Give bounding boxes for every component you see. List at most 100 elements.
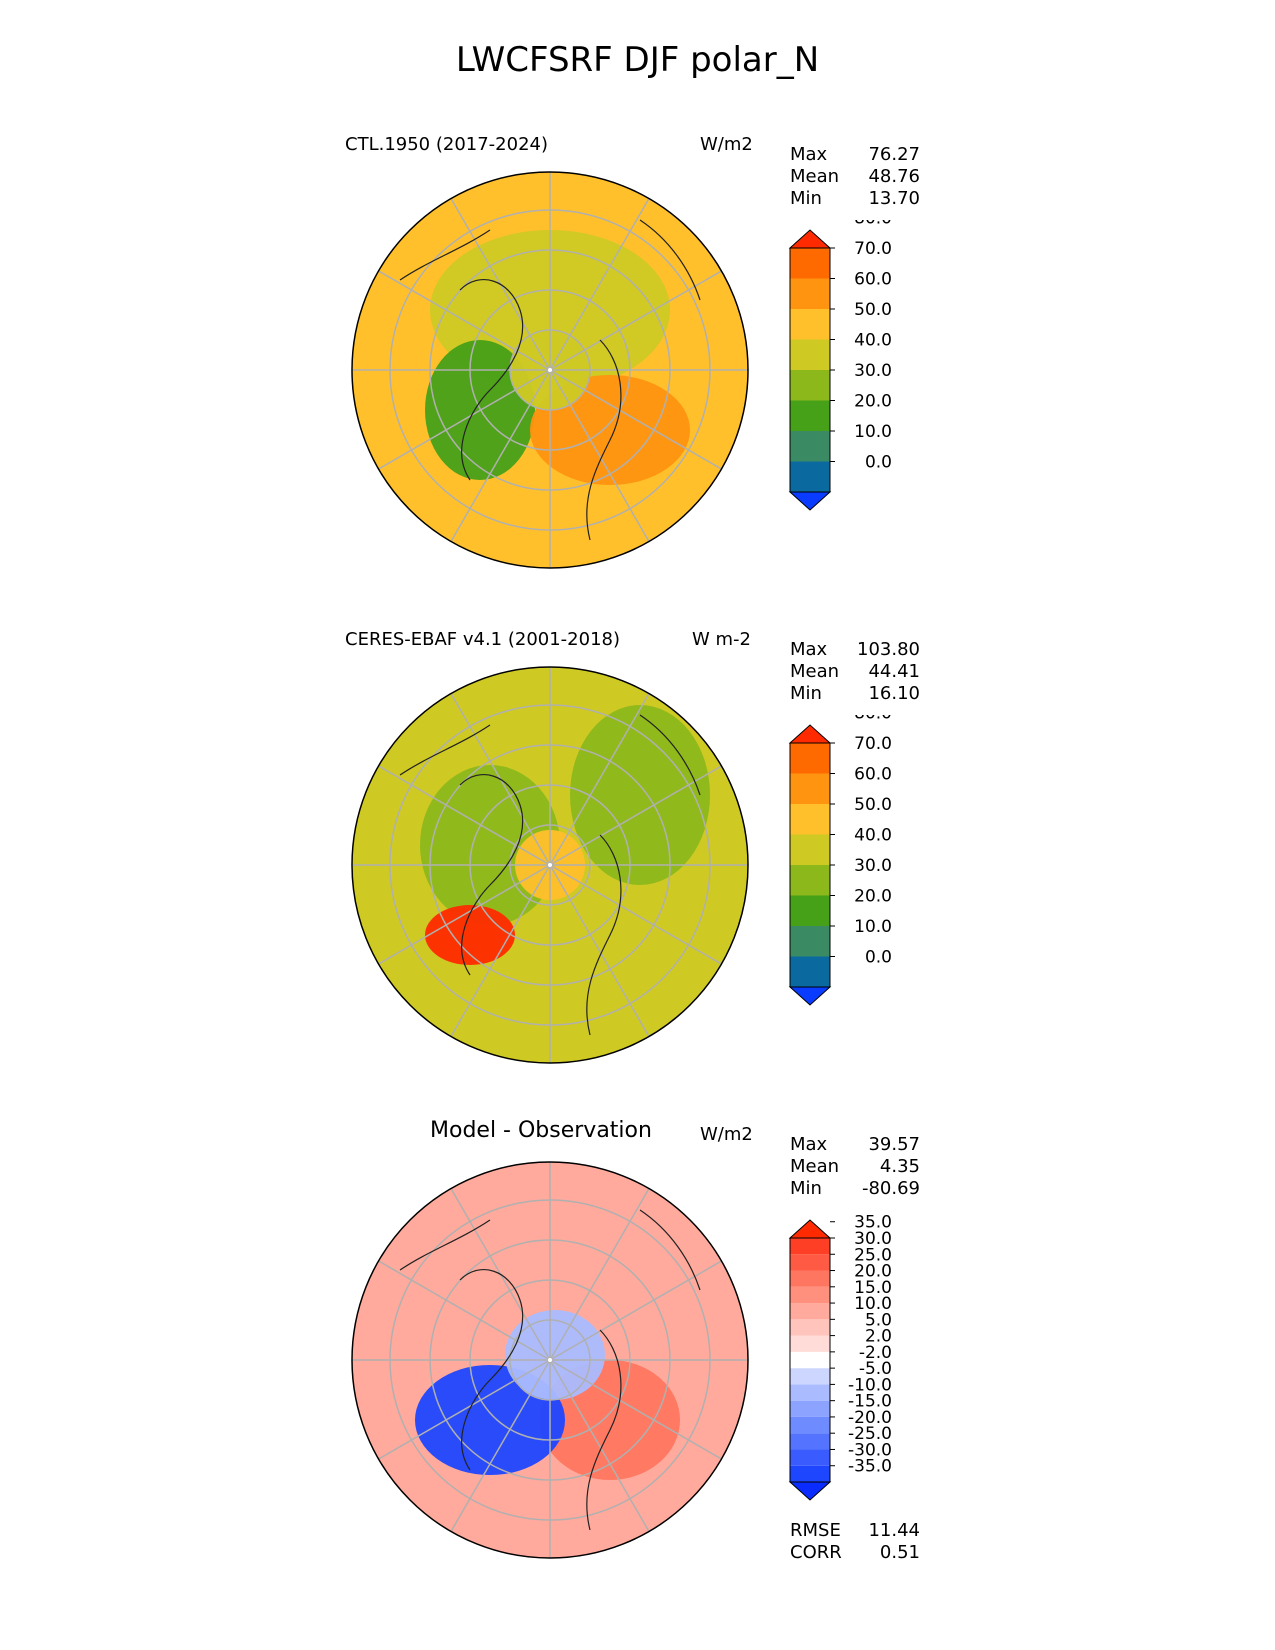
- meridian-line: [378, 1260, 551, 1361]
- colorbar-tick-label: 70.0: [854, 239, 892, 259]
- stat-mean-label: Mean: [790, 661, 840, 682]
- colorbar-segment: [790, 743, 830, 774]
- colorbar-tick-label: -35.0: [848, 1457, 892, 1477]
- stats-box: Max 39.57 Mean 4.35 Min -80.69: [790, 1134, 920, 1200]
- panel-model: CTL.1950 (2017-2024) W/m2 Max 76.27 Mean 4…: [0, 120, 1275, 620]
- colorbar-extend-max: [788, 724, 832, 744]
- coastline: [399, 1209, 701, 1531]
- colorbar-tick-label: -10.0: [848, 1375, 892, 1395]
- colorbar-extend-min: [788, 986, 832, 1006]
- panel-units: W/m2: [700, 1124, 753, 1145]
- colorbar-segment: [790, 1416, 830, 1434]
- colorbar-tick-label: 60.0: [854, 270, 892, 290]
- panel-difference: Model - Observation W/m2 Max 39.57 Mean 4.…: [0, 1110, 1275, 1610]
- stat-max-value: 103.80: [857, 639, 920, 660]
- stats-box: Max 103.80 Mean 44.41 Min 16.10: [790, 639, 920, 705]
- colorbar-tick-label: 10.0: [854, 917, 892, 937]
- colorbar-tick-label: 50.0: [854, 795, 892, 815]
- north-pole-marker: [548, 368, 552, 372]
- colorbar-tick-label: 20.0: [854, 887, 892, 907]
- stat-mean-label: Mean: [790, 166, 840, 187]
- colorbar-segment: [790, 773, 830, 804]
- meridian-line: [450, 1359, 551, 1532]
- panel-units: W m-2: [692, 629, 752, 650]
- colorbar-tick-label: -2.0: [859, 1343, 892, 1363]
- colorbar-tick-label: 30.0: [854, 856, 892, 876]
- colorbar-segment: [790, 1270, 830, 1287]
- colorbar-extend-min: [788, 491, 832, 511]
- colorbar-tick-label: 10.0: [854, 1294, 892, 1314]
- colorbar-segment: [790, 1254, 830, 1271]
- stat-max-value: 76.27: [868, 144, 920, 165]
- colorbar-observation: 0.0 10.0 20.0 30.0 40.0 50.0 60.0 70.0 80.0: [788, 715, 892, 1006]
- stat-max-label: Max: [790, 144, 828, 165]
- colorbar-tick-label: 40.0: [854, 331, 892, 351]
- colorbar-segment: [790, 431, 830, 462]
- north-pole-marker: [548, 1358, 552, 1362]
- stat-min-label: Min: [790, 1178, 822, 1199]
- stat-min-label: Min: [790, 188, 822, 209]
- coastline: [399, 219, 701, 541]
- colorbar-model: 0.0 10.0 20.0 30.0 40.0 50.0 60.0 70.0 80.0: [788, 220, 892, 511]
- stat-mean-value: 44.41: [868, 661, 920, 682]
- colorbar-segment: [790, 1335, 830, 1352]
- coastline: [399, 714, 701, 1036]
- colorbar-tick-label: 30.0: [854, 1229, 892, 1249]
- meridian-line: [549, 369, 722, 470]
- colorbar-segment: [790, 1400, 830, 1417]
- colorbar-tick-label: -20.0: [848, 1408, 892, 1428]
- colorbar-tick-label: 35.0: [854, 1213, 892, 1233]
- colorbar-tick-label: 0.0: [865, 453, 892, 473]
- colorbar-tick-label: 20.0: [854, 1262, 892, 1282]
- colorbar-segment: [790, 1351, 830, 1369]
- rmse-value: 11.44: [868, 1520, 920, 1541]
- colorbar-difference: -35.0-30.0-25.0-20.0-15.0-10.0-5.0-2.02.…: [788, 1213, 892, 1501]
- panel-title: CERES-EBAF v4.1 (2001-2018): [345, 629, 621, 650]
- map-boundary: [351, 1161, 749, 1559]
- colorbar-segment: [790, 1319, 830, 1336]
- stat-max-value: 39.57: [868, 1134, 920, 1155]
- stat-mean-value: 48.76: [868, 166, 920, 187]
- colorbar-segment: [790, 1303, 830, 1320]
- meridian-line: [549, 369, 650, 542]
- colorbar-tick-label: 20.0: [854, 392, 892, 412]
- colorbar-extend-min: [788, 1481, 832, 1501]
- panel-units: W/m2: [700, 134, 753, 155]
- colorbar-segment: [790, 1238, 830, 1255]
- colorbar-segment: [790, 339, 830, 370]
- meridian-line: [378, 765, 551, 866]
- colorbar-segment: [790, 804, 830, 835]
- colorbar-tick-label: 10.0: [854, 422, 892, 442]
- meridian-line: [549, 1359, 650, 1532]
- colorbar-tick-label: 70.0: [854, 734, 892, 754]
- colorbar-tick-label: 25.0: [854, 1245, 892, 1265]
- colorbar-segment: [790, 834, 830, 865]
- colorbar-tick-label: -5.0: [859, 1359, 892, 1379]
- rmse-label: RMSE: [790, 1520, 841, 1541]
- colorbar-tick-label: 0.0: [865, 948, 892, 968]
- colorbar-segment: [790, 370, 830, 401]
- stat-min-value: -80.69: [861, 1178, 920, 1199]
- colorbar-tick-label: 40.0: [854, 826, 892, 846]
- corr-label: CORR: [790, 1542, 842, 1563]
- colorbar-segment: [790, 1368, 830, 1385]
- colorbar-segment: [790, 461, 830, 492]
- colorbar-tick-label: -15.0: [848, 1392, 892, 1412]
- colorbar-segment: [790, 309, 830, 340]
- colorbar-segment: [790, 1465, 830, 1482]
- colorbar-segment: [790, 278, 830, 309]
- error-metrics: RMSE 11.44 CORR 0.51: [790, 1520, 920, 1564]
- stat-mean-label: Mean: [790, 1156, 840, 1177]
- colorbar-tick-label: 2.0: [865, 1327, 892, 1347]
- colorbar-tick-label: 50.0: [854, 300, 892, 320]
- stat-min-value: 13.70: [868, 188, 920, 209]
- stat-mean-value: 4.35: [879, 1156, 920, 1177]
- colorbar-segment: [790, 956, 830, 987]
- panel-title: Model - Observation: [430, 1118, 652, 1143]
- colorbar-frame: [789, 1237, 831, 1483]
- colorbar-segment: [790, 1286, 830, 1304]
- meridian-line: [378, 1359, 551, 1460]
- stat-min-label: Min: [790, 683, 822, 704]
- meridian-line: [378, 864, 551, 965]
